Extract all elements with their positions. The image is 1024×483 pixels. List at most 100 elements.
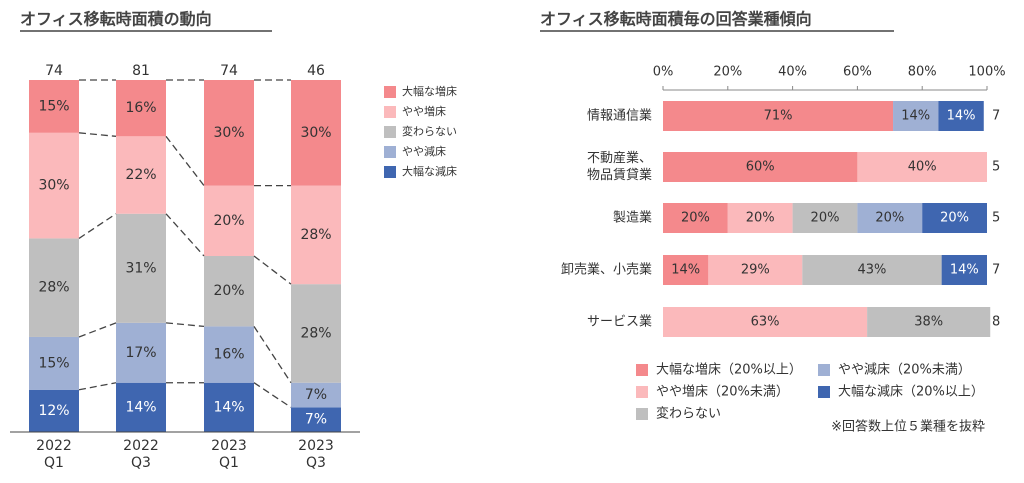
value-label: 15% [38, 98, 69, 114]
value-label: 20% [811, 211, 840, 226]
bar-segment [663, 307, 868, 337]
legend-label: やや増床 [402, 104, 446, 118]
bar-segment [29, 132, 79, 239]
bar-segment [708, 255, 803, 285]
chart-title: オフィス移転時面積毎の回答業種傾向 [540, 10, 812, 29]
bar-segment [204, 80, 254, 186]
legend-label: 変わらない [402, 124, 457, 138]
bar-segment [893, 101, 939, 131]
bar-segment [663, 203, 728, 233]
bar-segment [291, 382, 341, 408]
bar-segment [663, 255, 709, 285]
value-label: 20% [940, 211, 969, 226]
count-label: 5 [992, 211, 1000, 226]
chart-title: オフィス移転時面積の動向 [20, 10, 212, 29]
bar-segment [116, 213, 166, 323]
y-tick-label: 卸売業、小売業 [561, 262, 652, 278]
bar-segment [867, 307, 991, 337]
value-label: 20% [681, 211, 710, 226]
y-tick-label: サービス業 [587, 314, 652, 330]
x-tick-label: 40% [778, 65, 807, 80]
bar-segment [802, 255, 942, 285]
connector [78, 132, 117, 137]
value-label: 20% [213, 213, 244, 229]
bar-segment [29, 80, 79, 133]
legend-swatch [818, 364, 830, 376]
value-label: 30% [300, 125, 331, 141]
legend-label: 大幅な増床 [402, 84, 457, 98]
legend-label: やや増床（20%未満） [656, 385, 789, 400]
x-tick-label: Q1 [219, 455, 239, 471]
bar-segment [29, 336, 79, 390]
connector [78, 382, 117, 391]
x-tick-label: Q3 [306, 455, 326, 471]
legend-swatch [636, 408, 648, 420]
connector [78, 322, 117, 338]
connector [78, 213, 117, 239]
legend-swatch [384, 86, 396, 98]
x-tick-label: 0% [653, 65, 674, 80]
value-label: 14% [125, 399, 156, 415]
bar-segment [29, 238, 79, 337]
bar-segment [727, 203, 793, 233]
count-label: 8 [992, 315, 1000, 330]
y-tick-label: 情報通信業 [587, 108, 652, 124]
legend-swatch [384, 106, 396, 118]
value-label: 7% [305, 387, 327, 403]
bar-segment [116, 136, 166, 214]
bar-segment [29, 389, 79, 432]
value-label: 38% [914, 315, 943, 330]
x-tick-label: Q1 [44, 455, 64, 471]
legend-swatch [636, 364, 648, 376]
value-label: 16% [213, 347, 244, 363]
legend-swatch [636, 386, 648, 398]
x-tick-label: 2023 [298, 438, 334, 454]
total-label: 74 [45, 63, 63, 79]
x-tick-label: 2023 [211, 438, 247, 454]
y-tick-label: 製造業 [613, 210, 652, 226]
legend-label: 大幅な減床 [402, 164, 457, 178]
legend-label: やや減床（20%未満） [838, 362, 971, 378]
legend-label: 大幅な増床（20%以上） [656, 363, 802, 378]
value-label: 63% [751, 315, 780, 330]
legend-swatch [384, 126, 396, 138]
value-label: 60% [746, 160, 775, 175]
value-label: 7% [305, 412, 327, 428]
connector [253, 326, 292, 384]
legend-label: 大幅な減床（20%以上） [838, 384, 984, 400]
bar-segment [204, 256, 254, 327]
value-label: 20% [213, 283, 244, 299]
value-label: 12% [38, 403, 69, 419]
bar-segment [941, 255, 987, 285]
value-label: 14% [671, 263, 700, 278]
bar-segment [792, 203, 858, 233]
bar-segment [116, 382, 166, 432]
bar-segment [204, 382, 254, 432]
bar-segment [116, 322, 166, 383]
legend-swatch [818, 386, 830, 398]
value-label: 14% [901, 109, 930, 124]
count-label: 7 [992, 263, 1000, 278]
bar-segment [938, 101, 984, 131]
bar-segment [116, 80, 166, 137]
value-label: 28% [38, 280, 69, 296]
value-label: 16% [125, 100, 156, 116]
bar-segment [291, 284, 341, 383]
value-label: 71% [764, 109, 793, 124]
bar-segment [922, 203, 987, 233]
bar-segment [291, 407, 341, 432]
legend-swatch [384, 166, 396, 178]
count-label: 5 [992, 160, 1000, 175]
y-tick-label: 物品賃貸業 [587, 167, 652, 183]
value-label: 22% [125, 167, 156, 183]
bar-segment [291, 185, 341, 285]
x-tick-label: 60% [843, 65, 872, 80]
value-label: 20% [746, 211, 775, 226]
legend-label: 変わらない [656, 406, 721, 422]
value-label: 14% [213, 399, 244, 415]
x-tick-label: 2022 [36, 438, 72, 454]
x-tick-label: 20% [713, 65, 742, 80]
bar-segment [291, 80, 341, 186]
x-tick-label: 100% [968, 65, 1005, 80]
